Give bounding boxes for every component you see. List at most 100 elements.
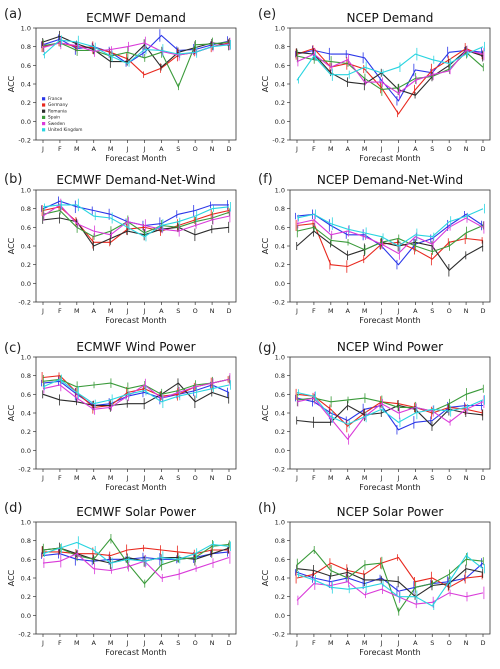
y-tick-label: 0.2 (275, 261, 285, 269)
x-tick-label: J (380, 639, 383, 647)
y-tick-label: 0.4 (275, 81, 285, 89)
x-tick-label: M (108, 307, 114, 315)
x-axis-label: Forecast Month (105, 316, 166, 325)
x-tick-label: A (413, 474, 418, 482)
y-tick-label: 0.6 (21, 224, 31, 232)
plot-frame (289, 356, 491, 470)
y-tick-label: 1.0 (21, 519, 31, 527)
series-line (296, 49, 484, 94)
series-line (296, 393, 484, 427)
y-tick-label: 0.6 (275, 224, 285, 232)
x-tick-label: D (226, 145, 231, 153)
panel-b: (b) ECMWF Demand-Net-Wind -0.2 0.0 0.2 0.4 0.6… (4, 172, 237, 325)
series-line (296, 388, 484, 412)
series-france (41, 29, 230, 67)
series-line (42, 537, 230, 585)
x-tick-label: A (346, 639, 351, 647)
series-line (296, 46, 484, 81)
x-tick-label: O (193, 639, 198, 647)
x-tick-label: M (362, 307, 368, 315)
chart-title: ECMWF Wind Power (76, 340, 195, 354)
x-tick-label: A (159, 639, 164, 647)
panel-label: (a) (4, 7, 22, 22)
series-united-kingdom (42, 374, 231, 409)
x-tick-label: O (447, 474, 452, 482)
series-line (296, 230, 484, 272)
legend-entry: Germany (48, 102, 68, 108)
x-axis-label: Forecast Month (359, 483, 420, 492)
series-sweden (42, 549, 231, 583)
series-spain (296, 545, 484, 616)
x-tick-label: J (41, 474, 44, 482)
y-tick-label: 0.2 (275, 593, 285, 601)
x-tick-label: O (447, 145, 452, 153)
chart-title: ECMWF Solar Power (76, 505, 196, 519)
x-tick-label: D (226, 474, 231, 482)
x-tick-label: J (126, 639, 129, 647)
legend-marker (42, 103, 46, 107)
x-tick-label: M (108, 145, 114, 153)
x-tick-label: J (41, 145, 44, 153)
y-tick-label: 1.0 (275, 25, 285, 33)
series-line (296, 397, 484, 440)
y-tick-label: -0.2 (18, 299, 31, 307)
x-tick-label: A (159, 145, 164, 153)
panel-label: (c) (4, 341, 21, 356)
x-tick-label: N (210, 639, 215, 647)
series-line (42, 382, 230, 407)
x-tick-label: D (480, 307, 485, 315)
y-tick-label: 0.0 (21, 280, 31, 288)
x-tick-label: J (126, 307, 129, 315)
x-tick-label: J (142, 307, 145, 315)
x-tick-label: N (464, 474, 469, 482)
x-tick-label: M (328, 145, 334, 153)
series-germany (295, 219, 484, 273)
series-spain (42, 534, 230, 588)
x-tick-label: N (210, 307, 215, 315)
y-tick-label: 0.0 (21, 118, 31, 126)
y-tick-label: 0.4 (21, 81, 31, 89)
legend-marker (42, 97, 46, 101)
plot-frame (289, 27, 491, 141)
panel-label: (g) (258, 341, 276, 356)
y-tick-label: 0.4 (21, 410, 31, 418)
x-tick-label: N (464, 639, 469, 647)
chart-title: NCEP Solar Power (337, 505, 444, 519)
x-tick-label: N (464, 307, 469, 315)
x-tick-label: J (142, 145, 145, 153)
series-line (42, 204, 230, 236)
legend-marker (42, 122, 46, 126)
y-tick-label: 0.6 (275, 391, 285, 399)
x-tick-label: F (312, 639, 316, 647)
series-line (42, 41, 230, 89)
x-axis-label: Forecast Month (359, 648, 420, 657)
series-line (296, 397, 483, 431)
y-tick-label: 0.8 (275, 205, 285, 213)
x-tick-label: J (396, 307, 399, 315)
x-tick-label: M (362, 145, 368, 153)
y-tick-label: -0.2 (272, 466, 285, 474)
x-axis-label: Forecast Month (359, 154, 420, 163)
panel-e: (e) NCEP Demand -0.2 0.0 0.2 0.4 0.6 0.8 1.0 J F M A… (258, 7, 491, 163)
panel-label: (e) (258, 7, 276, 22)
x-tick-label: J (142, 639, 145, 647)
series-line (296, 51, 484, 91)
y-tick-label: 0.8 (275, 43, 285, 51)
series-line (296, 568, 484, 598)
y-tick-label: 0.4 (275, 410, 285, 418)
series-united-kingdom (42, 35, 231, 67)
y-axis-label: ACC (7, 75, 16, 92)
y-tick-label: 0.8 (21, 205, 31, 213)
legend-marker (42, 109, 46, 113)
panel-a: (a) ECMWF Demand -0.2 0.0 0.2 0.4 0.6 0.8 1.0 J F M… (4, 7, 237, 163)
x-tick-label: M (108, 639, 114, 647)
x-tick-label: J (295, 474, 298, 482)
x-tick-label: D (226, 639, 231, 647)
x-tick-label: A (92, 145, 97, 153)
series-line (42, 204, 230, 238)
x-tick-label: A (159, 307, 164, 315)
x-axis-label: Forecast Month (105, 154, 166, 163)
x-tick-label: A (346, 474, 351, 482)
legend-entry: Romania (48, 108, 67, 114)
